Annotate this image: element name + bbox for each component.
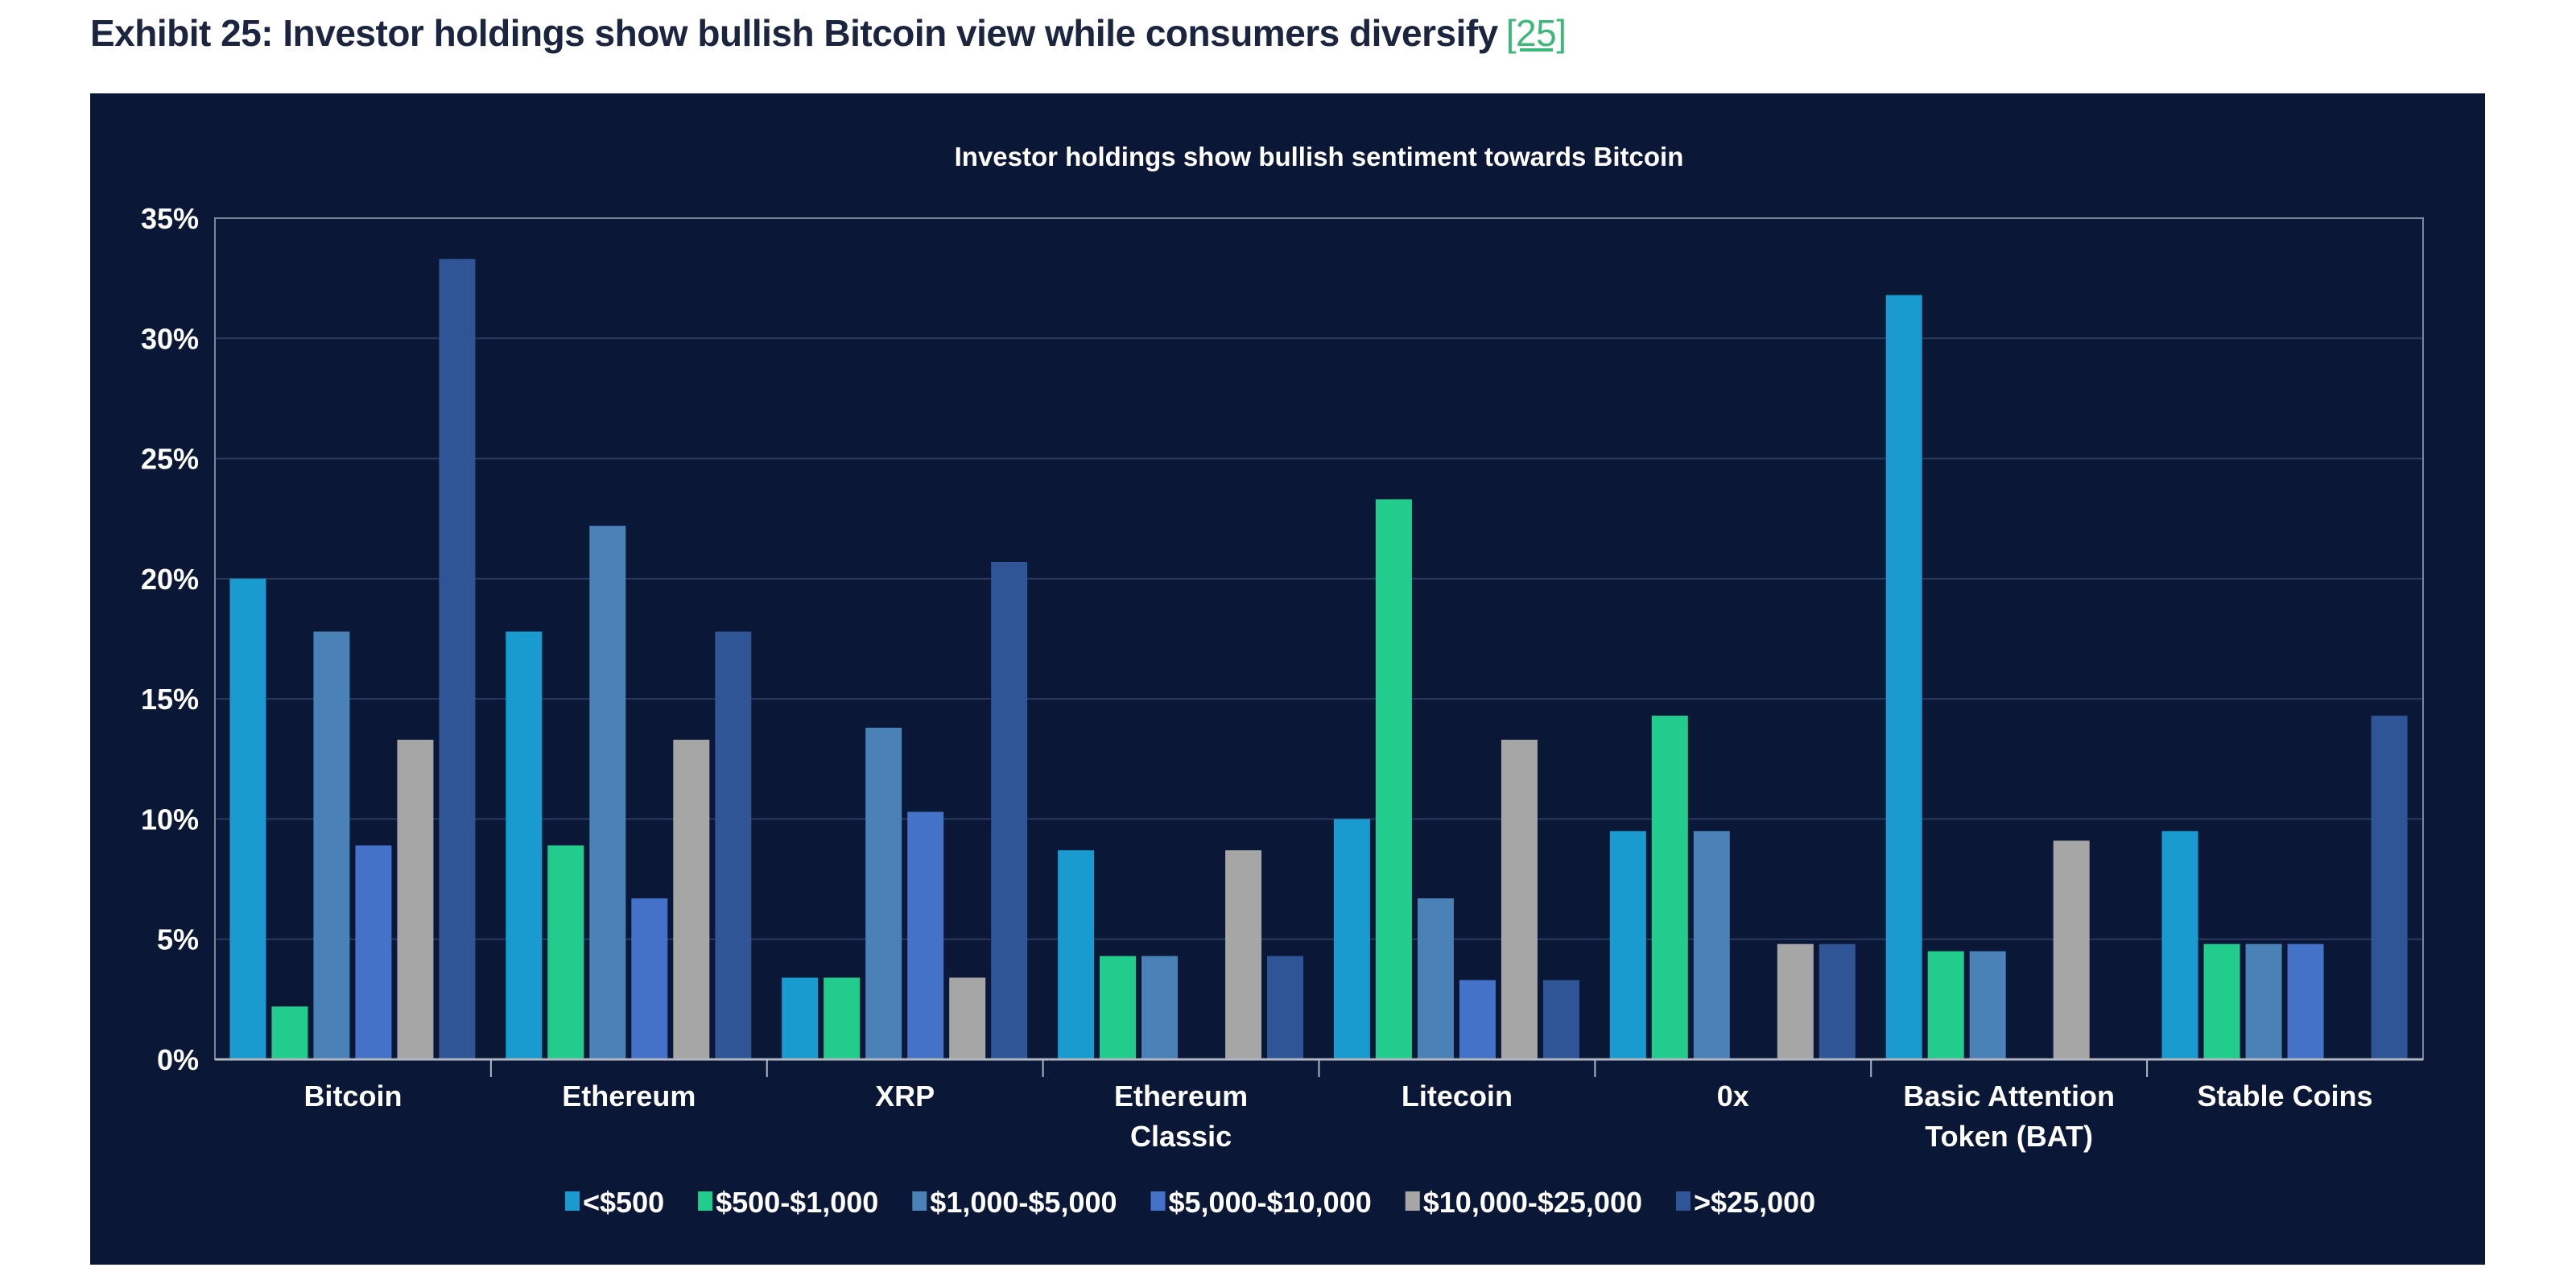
x-category-label: Basic Attention	[1903, 1080, 2115, 1113]
bar	[313, 631, 350, 1059]
bar	[2287, 943, 2324, 1059]
x-category-label: Litecoin	[1402, 1080, 1513, 1113]
legend-swatch	[1150, 1191, 1166, 1211]
bar	[631, 898, 668, 1059]
y-tick-label: 10%	[141, 803, 199, 836]
y-tick-label: 5%	[157, 923, 199, 956]
bar	[1609, 831, 1646, 1059]
bar	[1969, 951, 2006, 1059]
y-tick-label: 30%	[141, 322, 199, 355]
x-category-label: Classic	[1130, 1120, 1232, 1153]
bar	[1417, 898, 1454, 1059]
bar	[1375, 499, 1412, 1059]
x-category-label: Bitcoin	[303, 1080, 402, 1113]
y-tick-label: 25%	[141, 443, 199, 476]
bar	[1693, 831, 1730, 1059]
bar	[1927, 951, 1964, 1059]
bar	[865, 727, 902, 1059]
bar	[1501, 739, 1538, 1059]
bar	[229, 578, 266, 1059]
legend-label: $5,000-$10,000	[1169, 1186, 1372, 1219]
bar	[949, 977, 986, 1059]
exhibit-title-text: Exhibit 25: Investor holdings show bulli…	[90, 12, 1498, 54]
bar-chart: Investor holdings show bullish sentiment…	[141, 142, 2424, 1219]
bar	[355, 845, 392, 1059]
plot-border	[214, 217, 2424, 1060]
bar	[1141, 956, 1179, 1059]
bar	[2245, 943, 2282, 1059]
bar	[673, 739, 710, 1059]
legend-swatch	[565, 1191, 580, 1211]
bar	[1777, 943, 1814, 1059]
bar	[782, 977, 819, 1059]
bar	[2161, 831, 2198, 1059]
y-tick-label: 35%	[141, 202, 199, 235]
bar	[2203, 943, 2240, 1059]
bar	[589, 526, 626, 1059]
chart-title: Investor holdings show bullish sentiment…	[955, 142, 1684, 171]
x-category-label: Stable Coins	[2198, 1080, 2373, 1113]
x-category-label: Ethereum	[1114, 1080, 1248, 1113]
bar	[1651, 716, 1688, 1059]
legend-swatch	[912, 1191, 927, 1211]
bar	[991, 561, 1028, 1059]
legend-label: $10,000-$25,000	[1423, 1186, 1642, 1219]
legend-label: >$25,000	[1694, 1186, 1815, 1219]
bar	[1100, 956, 1137, 1059]
bar	[1542, 980, 1579, 1059]
legend-swatch	[1405, 1191, 1420, 1211]
chart-panel: Investor holdings show bullish sentiment…	[90, 93, 2485, 1265]
bar	[397, 739, 434, 1059]
bar	[506, 631, 543, 1059]
legend-label: $1,000-$5,000	[930, 1186, 1117, 1219]
bar	[1333, 819, 1370, 1059]
reference-link[interactable]: [25]	[1505, 12, 1567, 54]
legend-label: $500-$1,000	[716, 1186, 878, 1219]
x-category-label: Token (BAT)	[1925, 1120, 2093, 1153]
bar	[1885, 295, 1922, 1059]
y-tick-label: 15%	[141, 683, 199, 716]
y-tick-label: 20%	[141, 563, 199, 596]
bar	[1267, 956, 1304, 1059]
bar	[271, 1006, 308, 1059]
bar	[824, 977, 861, 1059]
bar	[2053, 840, 2090, 1059]
legend-swatch	[1676, 1191, 1690, 1211]
x-category-label: Ethereum	[562, 1080, 696, 1113]
bar	[1225, 850, 1262, 1059]
bar	[547, 845, 584, 1059]
legend-label: <$500	[583, 1186, 664, 1219]
bar	[715, 631, 752, 1059]
bar	[1459, 980, 1496, 1059]
bar	[1818, 943, 1856, 1059]
bar	[1058, 850, 1095, 1059]
x-category-label: XRP	[875, 1080, 935, 1113]
bar	[439, 258, 476, 1059]
exhibit-title: Exhibit 25: Investor holdings show bulli…	[90, 11, 1567, 55]
y-tick-label: 0%	[157, 1043, 199, 1076]
x-category-label: 0x	[1717, 1080, 1749, 1113]
bar	[907, 811, 944, 1059]
legend-swatch	[698, 1191, 713, 1211]
bar	[2371, 716, 2408, 1059]
